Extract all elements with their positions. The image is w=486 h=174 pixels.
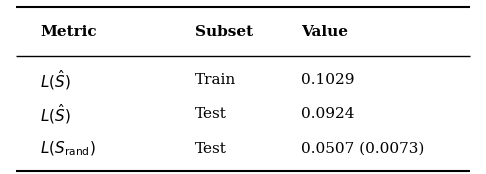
Text: $L(S_\mathrm{rand})$: $L(S_\mathrm{rand})$ — [40, 139, 96, 158]
Text: Test: Test — [195, 142, 226, 156]
Text: $L(\hat{S})$: $L(\hat{S})$ — [40, 68, 71, 92]
Text: $L(\hat{S})$: $L(\hat{S})$ — [40, 102, 71, 126]
Text: 0.1029: 0.1029 — [301, 73, 354, 87]
Text: Value: Value — [301, 25, 348, 39]
Text: Metric: Metric — [40, 25, 97, 39]
Text: Test: Test — [195, 107, 226, 121]
Text: 0.0924: 0.0924 — [301, 107, 354, 121]
Text: Train: Train — [195, 73, 236, 87]
Text: 0.0507 (0.0073): 0.0507 (0.0073) — [301, 142, 424, 156]
Text: Subset: Subset — [195, 25, 253, 39]
